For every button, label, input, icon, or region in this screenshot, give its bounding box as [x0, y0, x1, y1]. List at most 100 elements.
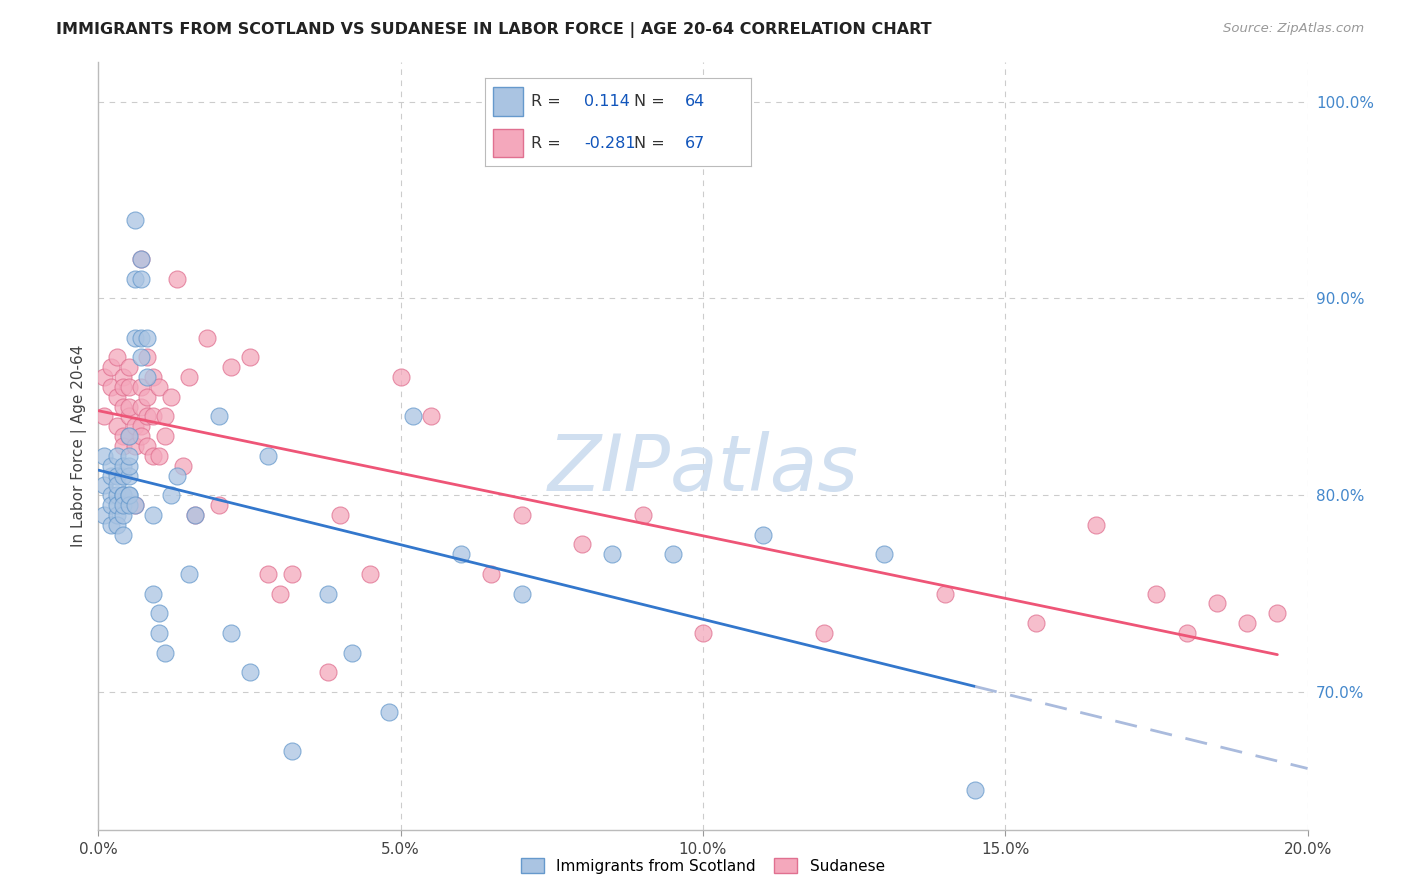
Text: IMMIGRANTS FROM SCOTLAND VS SUDANESE IN LABOR FORCE | AGE 20-64 CORRELATION CHAR: IMMIGRANTS FROM SCOTLAND VS SUDANESE IN …: [56, 22, 932, 38]
Point: [124, 331, 146, 345]
Point: [661, 547, 683, 561]
Point: [160, 390, 183, 404]
Point: [184, 508, 207, 522]
Point: [135, 409, 157, 424]
Point: [93, 370, 115, 384]
Point: [360, 566, 382, 581]
Point: [129, 400, 152, 414]
Point: [105, 390, 128, 404]
Point: [105, 488, 128, 502]
Point: [221, 625, 243, 640]
Point: [142, 586, 165, 600]
Point: [129, 419, 152, 434]
Y-axis label: In Labor Force | Age 20-64: In Labor Force | Age 20-64: [72, 345, 87, 547]
Point: [105, 468, 128, 483]
Point: [129, 380, 152, 394]
Point: [148, 449, 170, 463]
Point: [118, 360, 141, 375]
Point: [420, 409, 443, 424]
Point: [1267, 606, 1289, 620]
Point: [118, 409, 141, 424]
Point: [118, 488, 141, 502]
Point: [135, 390, 157, 404]
Point: [1144, 586, 1167, 600]
Point: [100, 458, 122, 473]
Point: [1175, 625, 1198, 640]
Point: [239, 351, 262, 365]
Point: [105, 478, 128, 492]
Point: [129, 252, 152, 267]
Point: [1024, 615, 1046, 630]
Point: [148, 625, 170, 640]
Point: [124, 498, 146, 512]
Point: [105, 449, 128, 463]
Point: [118, 498, 141, 512]
Point: [105, 498, 128, 512]
Point: [135, 370, 157, 384]
Point: [105, 517, 128, 532]
Point: [118, 380, 141, 394]
Point: [111, 380, 134, 394]
Point: [179, 566, 201, 581]
Point: [329, 508, 352, 522]
Point: [111, 458, 134, 473]
Point: [873, 547, 896, 561]
Point: [602, 547, 624, 561]
Point: [1085, 517, 1108, 532]
Point: [93, 409, 115, 424]
Point: [172, 458, 194, 473]
Point: [239, 665, 262, 680]
Point: [269, 586, 291, 600]
Point: [118, 458, 141, 473]
Point: [105, 351, 128, 365]
Point: [100, 517, 122, 532]
Point: [118, 468, 141, 483]
Point: [1236, 615, 1258, 630]
Point: [166, 272, 188, 286]
Point: [124, 498, 146, 512]
Point: [142, 508, 165, 522]
Point: [208, 498, 231, 512]
Point: [100, 468, 122, 483]
Point: [135, 439, 157, 453]
Point: [148, 380, 170, 394]
Text: ZIPatlas: ZIPatlas: [547, 431, 859, 507]
Point: [221, 360, 243, 375]
Point: [118, 488, 141, 502]
Point: [571, 537, 593, 551]
Point: [111, 439, 134, 453]
Point: [100, 360, 122, 375]
Point: [118, 449, 141, 463]
Point: [481, 566, 503, 581]
Point: [256, 566, 278, 581]
Point: [111, 498, 134, 512]
Point: [389, 370, 412, 384]
Point: [111, 488, 134, 502]
Point: [281, 566, 304, 581]
Point: [105, 419, 128, 434]
Point: [129, 429, 152, 443]
Legend: Immigrants from Scotland, Sudanese: Immigrants from Scotland, Sudanese: [515, 852, 891, 880]
Point: [377, 705, 399, 719]
Point: [1206, 596, 1229, 610]
Point: [184, 508, 207, 522]
Point: [402, 409, 425, 424]
Point: [111, 370, 134, 384]
Point: [208, 409, 231, 424]
Point: [153, 429, 176, 443]
Point: [124, 419, 146, 434]
Point: [692, 625, 714, 640]
Point: [93, 508, 115, 522]
Point: [510, 586, 533, 600]
Point: [153, 409, 176, 424]
Point: [111, 527, 134, 541]
Point: [135, 351, 157, 365]
Point: [316, 665, 339, 680]
Text: Source: ZipAtlas.com: Source: ZipAtlas.com: [1223, 22, 1364, 36]
Point: [142, 370, 165, 384]
Point: [281, 744, 304, 758]
Point: [100, 380, 122, 394]
Point: [129, 331, 152, 345]
Point: [631, 508, 654, 522]
Point: [153, 646, 176, 660]
